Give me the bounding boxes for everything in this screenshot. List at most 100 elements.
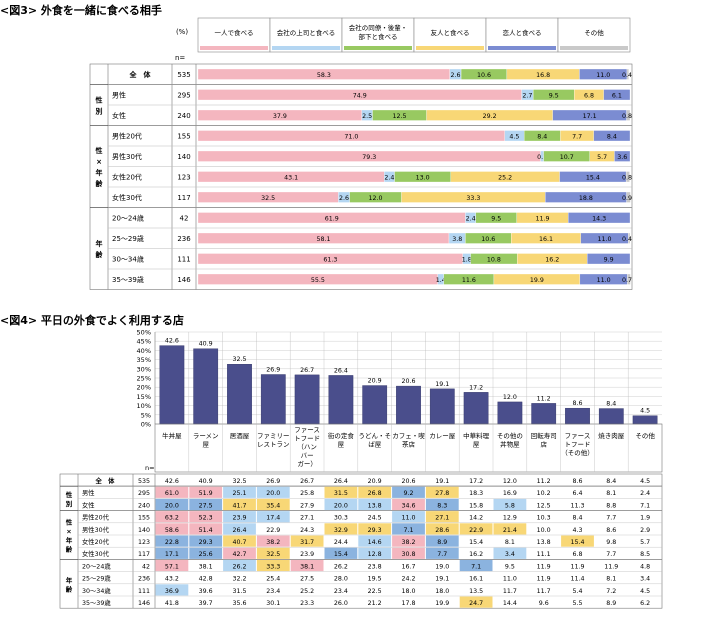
- y-tick-4: 20%: [137, 384, 151, 392]
- row-n-9: 111: [177, 256, 190, 264]
- row-n-2: 240: [177, 112, 190, 120]
- bar-label-r6-s5: 0.9: [622, 195, 632, 202]
- table-highlight-r5-c6: [358, 535, 392, 547]
- table-cell-r0-c5: 26.4: [334, 478, 348, 485]
- bar-label-r5-s4: 15.4: [586, 174, 600, 181]
- table-cell-r7-c11: 11.9: [537, 563, 551, 570]
- table-cell-r4-c0: 58.6: [165, 527, 179, 534]
- table-cell-r4-c12: 4.3: [572, 527, 582, 534]
- table-cell-r9-c13: 7.2: [606, 588, 616, 595]
- table-highlight-r1-c8: [425, 486, 459, 498]
- table-cell-r6-c0: 17.1: [165, 551, 179, 558]
- table-cell-r10-c6: 21.2: [368, 600, 382, 607]
- table-cell-r8-c1: 42.8: [199, 576, 213, 583]
- table-cell-r1-c7: 9.2: [403, 490, 413, 497]
- bar-label-r9-s4: 9.9: [604, 256, 614, 263]
- legend-swatch-5: [560, 46, 628, 50]
- row-n-8: 236: [177, 235, 191, 243]
- bar-label-r7-s0: 61.9: [325, 215, 339, 222]
- table-cell-r7-c9: 7.1: [471, 563, 481, 570]
- table-cell-r10-c5: 26.0: [334, 600, 348, 607]
- table-cell-r10-c3: 30.1: [266, 600, 280, 607]
- table-row-n-6: 117: [138, 551, 150, 558]
- legend-label-3: 友人と食べる: [431, 28, 470, 37]
- y-tick-3: 15%: [137, 393, 151, 401]
- table-cell-r6-c2: 42.7: [232, 551, 246, 558]
- table-highlight-r2-c0: [155, 498, 189, 511]
- table-cell-r6-c9: 16.2: [469, 551, 483, 558]
- category-label-13: 焼き肉屋: [598, 431, 625, 440]
- table-cell-r0-c4: 26.7: [300, 478, 314, 485]
- bar-label-r8-s1: 3.8: [452, 236, 462, 243]
- table-cell-r9-c11: 11.7: [537, 588, 551, 595]
- table-highlight-r2-c1: [189, 498, 223, 511]
- bar-label-r6-s4: 18.8: [579, 195, 593, 202]
- table-cell-r1-c6: 26.8: [368, 490, 382, 497]
- table-cell-r4-c4: 24.3: [300, 527, 314, 534]
- bar-r6-s5: [626, 191, 631, 203]
- table-highlight-r4-c1: [189, 523, 223, 535]
- row-label-2: 女性: [112, 111, 126, 120]
- y-tick-8: 40%: [137, 347, 151, 355]
- table-cell-r6-c12: 6.8: [572, 551, 582, 558]
- table-row-label-0: 全 体: [95, 476, 116, 485]
- bar-label-r0-s4: 11.0: [596, 72, 610, 79]
- table-cell-r5-c12: 15.4: [570, 539, 584, 546]
- table-cell-r1-c9: 18.3: [469, 490, 483, 497]
- table-cell-r4-c10: 21.4: [503, 527, 517, 534]
- table-cell-r9-c4: 25.2: [300, 588, 314, 595]
- table-highlight-r5-c7: [392, 535, 425, 547]
- table-cell-r7-c7: 16.7: [401, 563, 415, 570]
- bar-label-r3-s4: 8.4: [607, 133, 617, 140]
- table-highlight-r7-c2: [223, 559, 256, 572]
- table-row-n-9: 111: [138, 588, 150, 595]
- bar-label-r6-s1: 2.6: [339, 195, 349, 202]
- bar-label-r5-s3: 25.2: [498, 174, 512, 181]
- table-cell-r9-c10: 11.7: [503, 588, 517, 595]
- table-cell-r10-c11: 9.6: [539, 600, 549, 607]
- table-cell-r2-c11: 12.5: [537, 502, 551, 509]
- table-highlight-r3-c3: [256, 511, 290, 523]
- table-cell-r6-c8: 7.7: [437, 551, 447, 558]
- table-row-label-3: 男性20代: [82, 513, 110, 522]
- table-highlight-r3-c1: [189, 511, 223, 523]
- table-cell-r1-c10: 16.9: [503, 490, 517, 497]
- y-tick-10: 50%: [137, 329, 151, 337]
- bar-label-r3-s3: 7.7: [572, 133, 582, 140]
- table-cell-r2-c3: 35.4: [266, 502, 280, 509]
- table-highlight-r6-c8: [425, 547, 459, 559]
- table-cell-r7-c14: 4.8: [640, 563, 650, 570]
- table-cell-r5-c14: 5.7: [640, 539, 650, 546]
- table-cell-r1-c12: 6.4: [572, 490, 582, 497]
- table-cell-r8-c4: 27.5: [300, 576, 314, 583]
- table-highlight-r10-c9: [459, 596, 493, 608]
- table-cell-r5-c2: 40.7: [232, 539, 246, 546]
- bar-label-13: 8.4: [606, 401, 616, 408]
- bar-label-r9-s0: 61.3: [323, 256, 337, 263]
- table-highlight-r7-c0: [155, 559, 189, 572]
- table-cell-r0-c12: 8.6: [572, 478, 582, 485]
- bar-label-r4-s4: 3.6: [617, 154, 627, 161]
- table-cell-r3-c5: 30.3: [334, 515, 348, 522]
- table-cell-r5-c3: 38.2: [266, 539, 280, 546]
- y-tick-2: 10%: [137, 402, 151, 410]
- bar-label-r6-s3: 33.3: [466, 195, 480, 202]
- table-frame: [59, 473, 663, 609]
- table-highlight-r9-c0: [155, 584, 189, 596]
- table-cell-r8-c11: 11.9: [537, 576, 551, 583]
- table-highlight-r6-c3: [256, 547, 290, 559]
- legend-label-1: 会社の上司と食べる: [277, 28, 336, 37]
- bar-label-r4-s2: 10.7: [560, 154, 574, 161]
- table-cell-r9-c12: 5.4: [572, 588, 582, 595]
- table-cell-r7-c6: 23.8: [368, 563, 382, 570]
- bar-label-4: 26.7: [300, 367, 314, 374]
- table-cell-r7-c2: 26.2: [232, 563, 246, 570]
- table-cell-r7-c5: 26.2: [334, 563, 348, 570]
- bar-1: [193, 348, 219, 425]
- row-n-3: 155: [177, 133, 190, 141]
- category-label-2: 居酒屋: [230, 432, 250, 440]
- row-n-6: 117: [177, 194, 190, 202]
- table-row-label-1: 男性: [82, 488, 95, 497]
- row-label-9: 30～34歳: [112, 255, 144, 264]
- bar-label-r10-s3: 19.9: [530, 277, 544, 284]
